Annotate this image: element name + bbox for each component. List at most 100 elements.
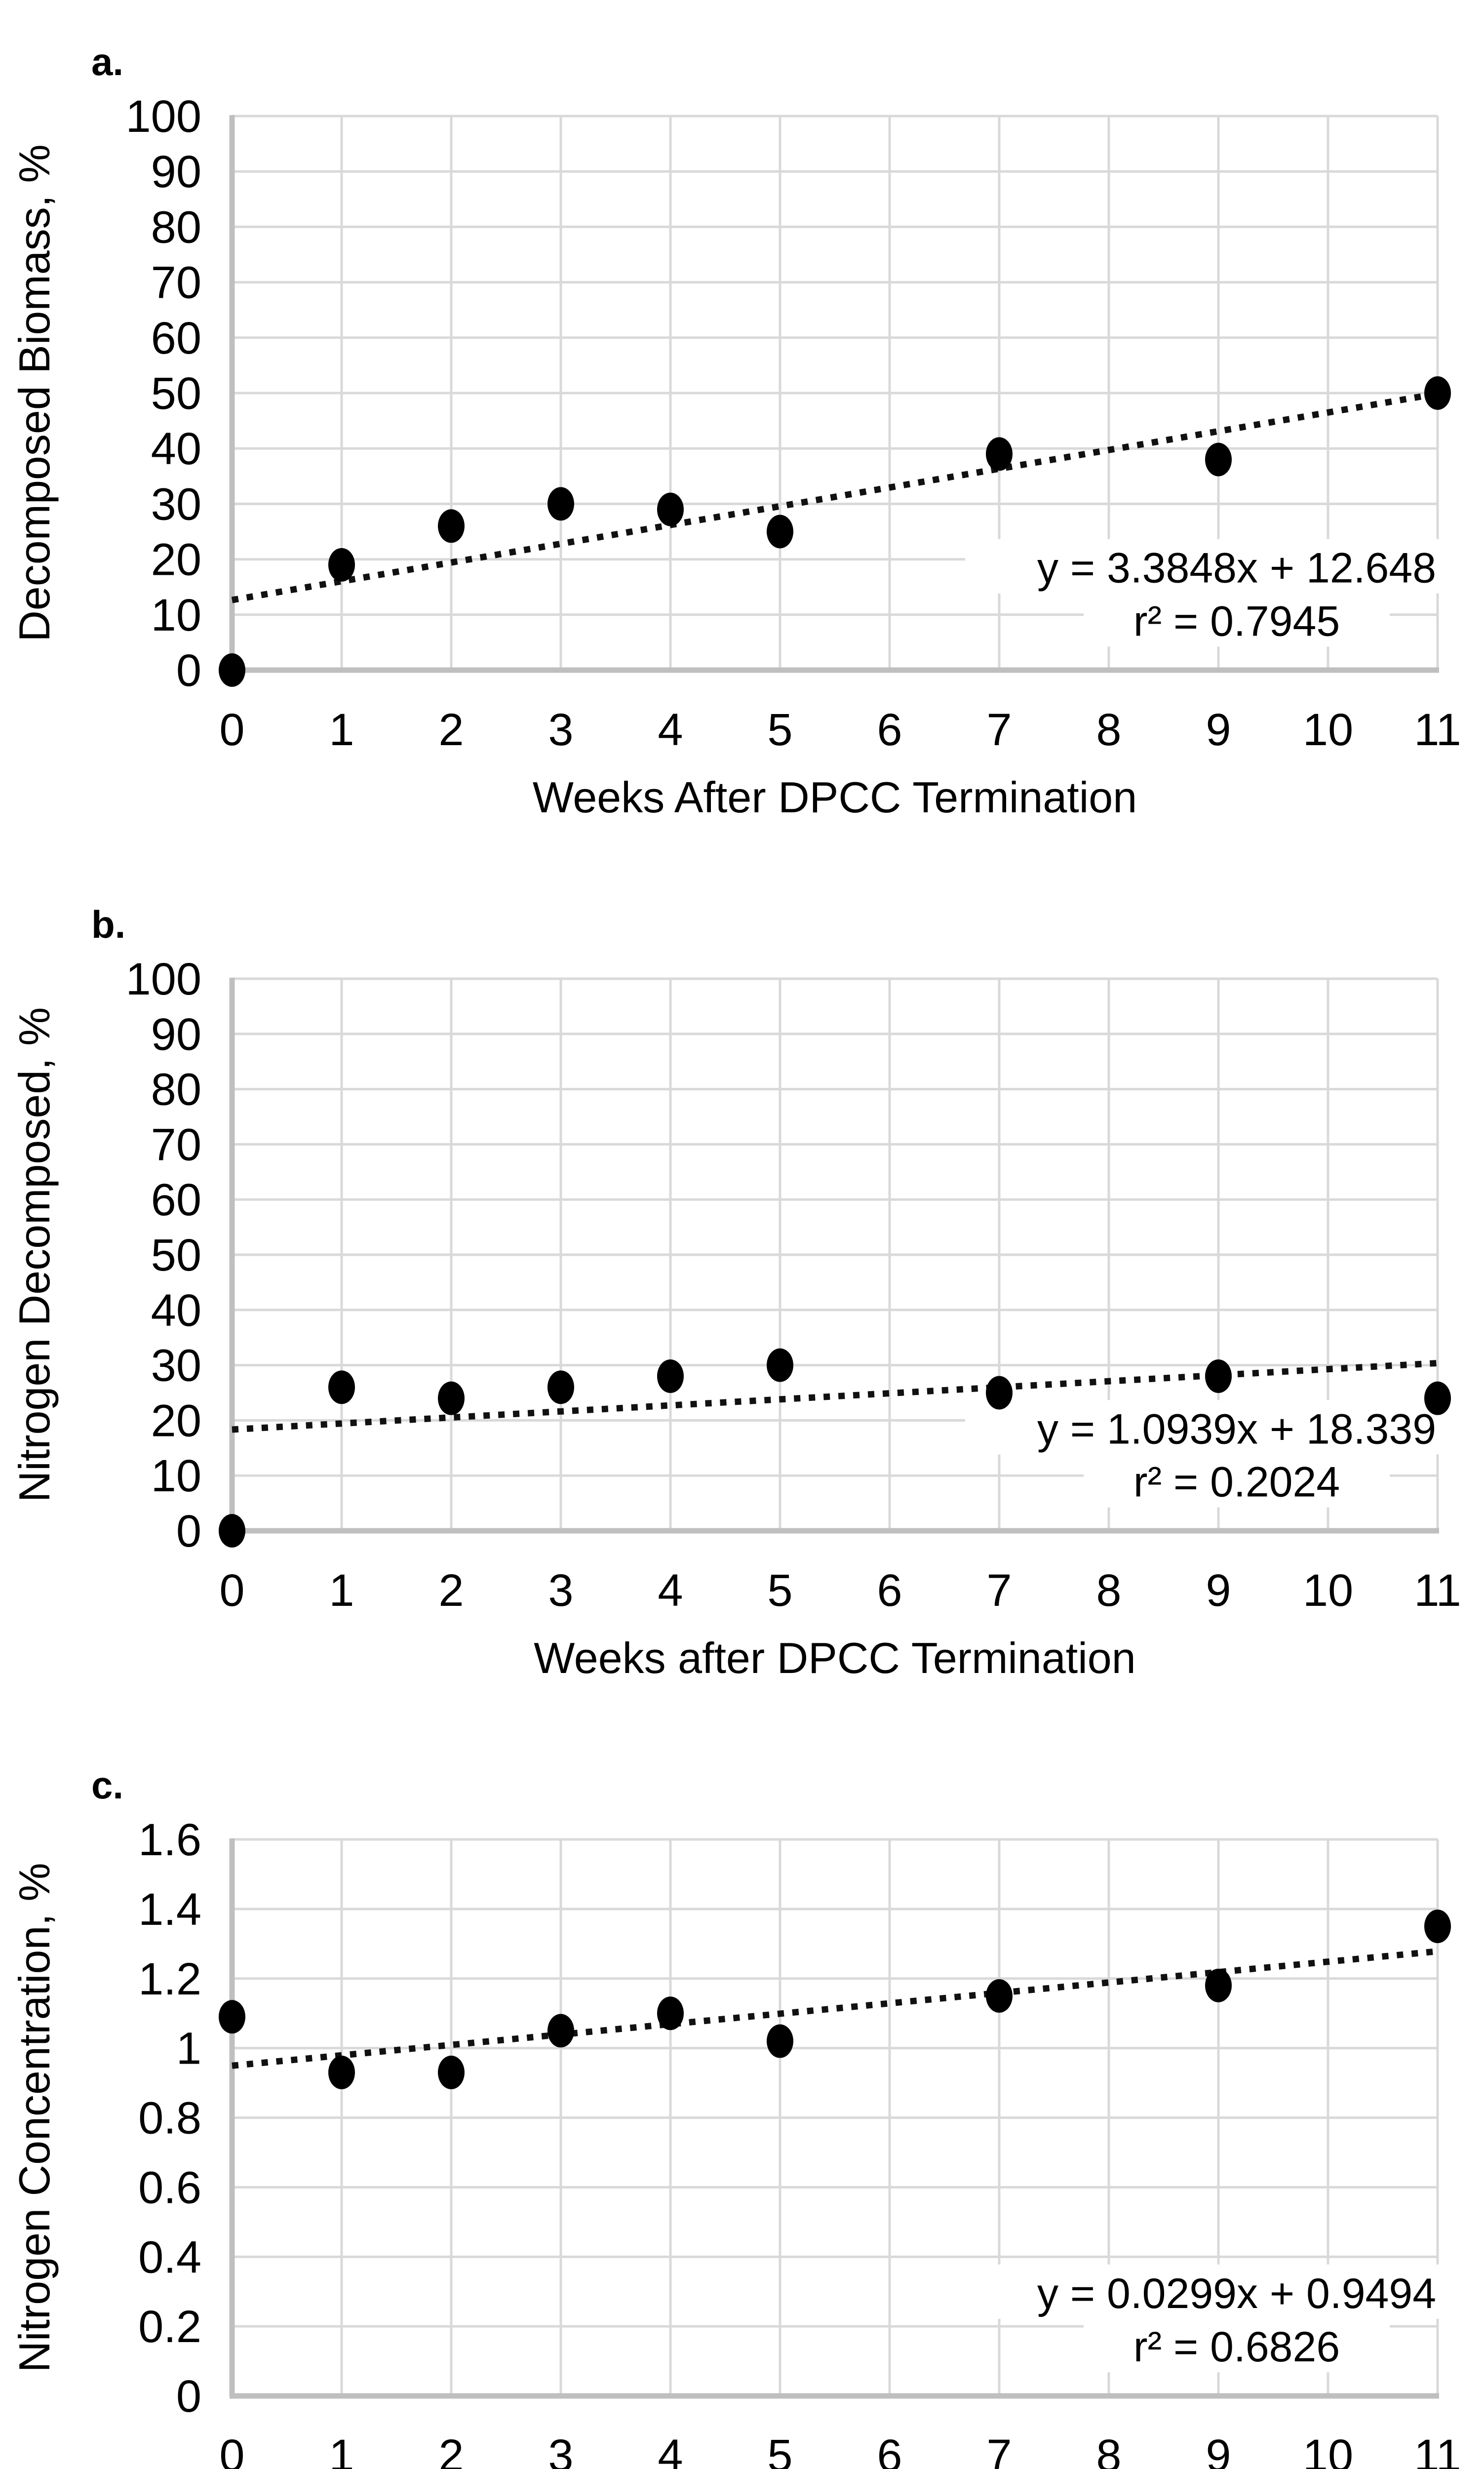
data-point xyxy=(219,1514,245,1548)
y-axis-title: Decomposed Biomass, % xyxy=(10,144,59,642)
y-tick-label: 90 xyxy=(151,1009,201,1060)
data-point xyxy=(547,1370,574,1404)
y-tick-label: 60 xyxy=(151,1175,201,1225)
equation-label-bg xyxy=(965,539,1484,594)
x-tick-label: 8 xyxy=(1096,705,1121,755)
x-tick-label: 11 xyxy=(1414,1565,1461,1616)
x-tick-label: 1 xyxy=(329,1565,354,1616)
chart-panel-a: y = 3.3848x + 12.648 r² = 0.7945 0 10 20 30 40… xyxy=(0,0,1484,863)
y-tick-label: 0.4 xyxy=(138,2232,201,2282)
data-point xyxy=(1424,1381,1451,1415)
data-points xyxy=(219,1910,1451,2089)
x-tick-label: 4 xyxy=(658,1565,683,1616)
y-tick-label: 0.6 xyxy=(138,2162,201,2213)
x-tick-label: 6 xyxy=(877,1565,902,1616)
x-tick-label: 2 xyxy=(438,2430,464,2469)
x-tick-label: 5 xyxy=(767,2430,792,2469)
y-tick-label: 0 xyxy=(176,2371,201,2422)
x-tick-label: 3 xyxy=(548,705,573,755)
y-tick-label: 0 xyxy=(176,1506,201,1556)
data-point xyxy=(547,2014,574,2048)
data-point xyxy=(328,1370,355,1404)
x-tick-label: 3 xyxy=(548,2430,573,2469)
y-tick-label: 10 xyxy=(151,1451,201,1501)
x-tick-label: 6 xyxy=(877,2430,902,2469)
y-axis-title: Nitrogen Concentration, % xyxy=(10,1863,59,2372)
x-tick-label: 4 xyxy=(658,2430,683,2469)
data-point xyxy=(219,2000,245,2034)
data-point xyxy=(1205,1968,1232,2002)
data-point xyxy=(1205,1359,1232,1393)
y-tick-label: 80 xyxy=(151,1065,201,1115)
trendline-equation: y = 1.0939x + 18.339 xyxy=(1037,1405,1436,1453)
y-tick-label: 20 xyxy=(151,535,201,585)
equation-label-bg xyxy=(965,2264,1484,2319)
y-tick-label: 1 xyxy=(176,2024,201,2074)
r-squared-value: r² = 0.6826 xyxy=(1133,2323,1340,2371)
scatter-chart-c: y = 0.0299x + 0.9494 r² = 0.6826 0 0.2 0.4 0.… xyxy=(10,1763,1484,2469)
y-tick-label: 30 xyxy=(151,1341,201,1391)
data-point xyxy=(657,1996,684,2031)
y-tick-label: 40 xyxy=(151,424,201,474)
x-tick-label: 6 xyxy=(877,705,902,755)
y-tick-label: 100 xyxy=(126,954,202,1004)
x-tick-label: 0 xyxy=(219,705,244,755)
x-tick-label: 1 xyxy=(329,705,354,755)
y-tick-label: 50 xyxy=(151,1230,201,1280)
chart-panel-c: y = 0.0299x + 0.9494 r² = 0.6826 0 0.2 0.4 0.… xyxy=(0,1723,1484,2469)
y-tick-label: 70 xyxy=(151,258,201,308)
x-tick-label: 7 xyxy=(986,1565,1012,1616)
x-tick-label: 9 xyxy=(1206,705,1231,755)
x-tick-label: 4 xyxy=(658,705,683,755)
y-tick-label: 100 xyxy=(126,91,202,142)
data-point xyxy=(1205,442,1232,477)
data-point xyxy=(986,437,1013,471)
y-axis-title: Nitrogen Decomposed, % xyxy=(10,1007,59,1503)
r-squared-label-bg xyxy=(1084,1453,1390,1508)
trendline-equation: y = 3.3848x + 12.648 xyxy=(1037,545,1436,592)
trendline xyxy=(231,390,1439,603)
data-point xyxy=(986,1376,1013,1410)
data-point xyxy=(767,1348,793,1382)
x-tick-label: 10 xyxy=(1303,705,1353,755)
data-point xyxy=(328,548,355,582)
y-tick-label: 60 xyxy=(151,313,201,363)
panel-label: c. xyxy=(91,1763,123,1807)
x-tick-label: 9 xyxy=(1206,2430,1231,2469)
r-squared-value: r² = 0.2024 xyxy=(1133,1459,1340,1506)
x-tick-label: 1 xyxy=(329,2430,354,2469)
chart-panel-b: y = 1.0939x + 18.339 r² = 0.2024 0 10 20 30 40… xyxy=(0,863,1484,1723)
data-points xyxy=(219,1348,1451,1548)
x-tick-label: 7 xyxy=(986,2430,1012,2469)
data-point xyxy=(657,1359,684,1393)
data-point xyxy=(1424,1910,1451,1944)
x-tick-label: 2 xyxy=(438,705,464,755)
data-point xyxy=(219,653,245,687)
x-axis-title: Weeks after DPCC Termination xyxy=(534,1633,1135,1682)
y-tick-label: 1.6 xyxy=(138,1815,201,1865)
y-tick-label: 80 xyxy=(151,202,201,252)
y-tick-label: 0.8 xyxy=(138,2093,201,2144)
x-tick-label: 10 xyxy=(1303,1565,1353,1616)
data-point xyxy=(767,515,793,549)
x-tick-label: 7 xyxy=(986,705,1012,755)
r-squared-label-bg xyxy=(1084,2318,1390,2373)
y-tick-label: 10 xyxy=(151,590,201,640)
data-point xyxy=(1424,376,1451,410)
y-tick-label: 70 xyxy=(151,1119,201,1170)
data-point xyxy=(438,1381,465,1415)
r-squared-value: r² = 0.7945 xyxy=(1133,597,1340,645)
x-tick-label: 0 xyxy=(219,1565,244,1616)
r-squared-label-bg xyxy=(1084,592,1390,647)
y-tick-label: 30 xyxy=(151,479,201,529)
data-point xyxy=(328,2055,355,2089)
y-tick-label: 20 xyxy=(151,1395,201,1446)
trendline xyxy=(232,1948,1438,2069)
x-tick-label: 5 xyxy=(767,1565,792,1616)
gridlines xyxy=(232,115,1439,670)
y-tick-label: 1.4 xyxy=(138,1884,201,1935)
data-point xyxy=(767,2024,793,2058)
x-tick-label: 8 xyxy=(1096,1565,1121,1616)
equation-label-bg xyxy=(965,1400,1484,1455)
x-tick-label: 8 xyxy=(1096,2430,1121,2469)
